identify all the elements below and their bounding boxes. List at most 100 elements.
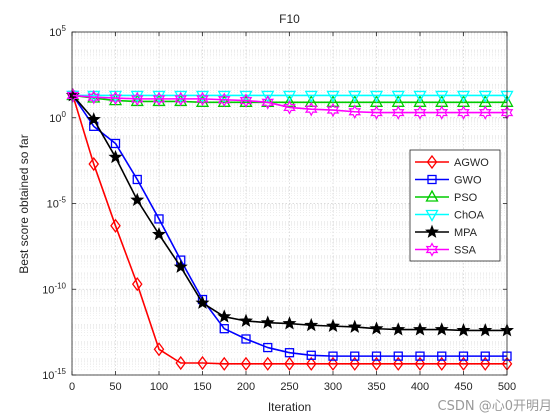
data-point: [393, 351, 403, 361]
legend-label: AGWO: [454, 157, 489, 169]
data-point: [88, 156, 100, 172]
data-point: [456, 323, 471, 337]
legend-item: PSO: [415, 189, 478, 204]
series-line: [72, 95, 507, 357]
data-point: [219, 324, 229, 334]
data-point: [241, 334, 251, 344]
data-point: [195, 295, 210, 309]
data-point: [392, 356, 404, 371]
watermark: CSDN @心0开明月: [437, 399, 552, 414]
data-point: [326, 90, 340, 103]
chart-title: F10: [279, 12, 300, 26]
data-point: [478, 323, 493, 337]
x-tick-label: 300: [324, 381, 342, 393]
data-point: [282, 316, 297, 330]
data-point: [305, 356, 317, 371]
data-point: [328, 351, 338, 361]
x-ticks: 0 50 100 150 200 250 300 350 400 450 500: [69, 32, 516, 393]
data-point: [152, 91, 166, 107]
y-axis-label: Best score obtained so far: [17, 134, 31, 273]
x-tick-label: 250: [280, 381, 298, 393]
series-line: [72, 94, 507, 114]
data-point: [458, 356, 469, 371]
legend-item: SSA: [415, 242, 477, 257]
data-point: [304, 94, 318, 107]
data-point: [261, 95, 275, 110]
legend-marker: [425, 242, 439, 257]
legend-marker: [425, 189, 439, 202]
data-point: [326, 94, 340, 107]
legend-label: GWO: [454, 175, 482, 187]
data-point: [110, 218, 121, 233]
legend-label: PSO: [454, 192, 478, 204]
data-point: [175, 355, 187, 371]
data-point: [436, 356, 448, 371]
data-point: [327, 356, 339, 371]
data-point: [239, 93, 253, 108]
data-point: [284, 348, 295, 358]
data-point: [130, 91, 144, 107]
data-point: [283, 100, 296, 115]
data-point: [131, 277, 143, 292]
data-point: [304, 101, 318, 117]
legend: AGWO GWO PSO ChOA MPA SSA: [409, 149, 501, 262]
data-point: [369, 90, 384, 103]
data-point: [479, 356, 491, 371]
legend-label: MPA: [454, 227, 478, 239]
data-point: [173, 259, 188, 273]
data-point: [110, 138, 121, 149]
data-point: [132, 174, 142, 185]
x-tick-label: 0: [69, 381, 75, 393]
data-point: [239, 313, 253, 327]
legend-item: MPA: [415, 224, 478, 239]
data-point: [435, 90, 449, 103]
data-point: [478, 90, 492, 103]
data-point: [348, 90, 362, 103]
data-point: [152, 227, 166, 241]
data-point: [434, 322, 449, 336]
data-point: [347, 319, 362, 333]
data-point: [304, 90, 318, 103]
data-point: [414, 356, 426, 371]
data-point: [153, 342, 165, 357]
x-tick-label: 500: [498, 381, 516, 393]
data-point: [282, 94, 297, 107]
data-point: [480, 351, 490, 361]
data-point: [413, 105, 427, 120]
legend-label: ChOA: [454, 210, 485, 222]
x-tick-label: 100: [150, 381, 168, 393]
data-point: [413, 322, 427, 336]
legend-marker: [427, 174, 437, 185]
grid: [71, 31, 508, 376]
data-point: [217, 309, 232, 323]
data-point: [391, 105, 405, 120]
data-point: [371, 351, 382, 361]
data-point: [391, 322, 406, 336]
legend-item: ChOA: [415, 210, 485, 222]
data-point: [304, 317, 319, 332]
data-point: [282, 90, 297, 103]
series-mpa: [65, 88, 514, 337]
legend-item: GWO: [415, 175, 482, 187]
x-tick-label: 350: [367, 381, 385, 393]
data-point: [457, 105, 470, 120]
data-point: [326, 102, 340, 118]
data-point: [240, 356, 252, 371]
data-point: [260, 315, 275, 329]
legend-label: SSA: [454, 245, 477, 257]
series-line: [72, 95, 507, 365]
data-point: [456, 90, 471, 103]
data-point: [435, 105, 449, 120]
data-point: [196, 91, 209, 107]
data-point: [263, 342, 273, 353]
data-point: [174, 91, 188, 107]
data-point: [262, 356, 274, 371]
data-point: [86, 112, 101, 126]
data-point: [306, 350, 316, 360]
data-point: [130, 192, 145, 207]
data-point: [370, 105, 383, 120]
legend-marker: [425, 209, 439, 222]
data-point: [66, 88, 80, 103]
data-point: [350, 351, 360, 361]
